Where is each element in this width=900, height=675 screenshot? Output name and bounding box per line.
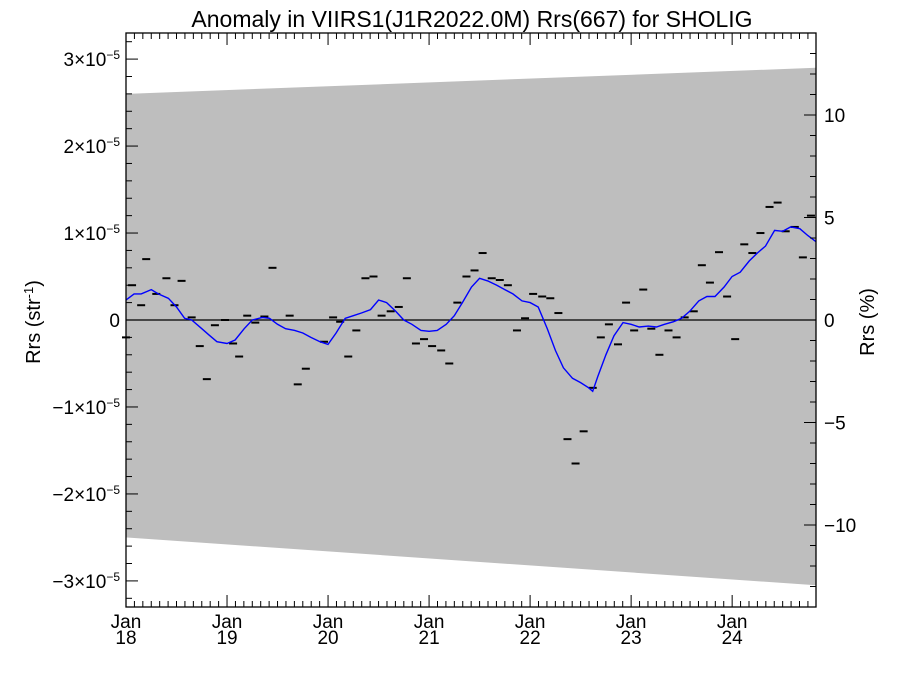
- y-tick-label: −1×10−5: [52, 396, 120, 419]
- series-layer: [122, 201, 817, 465]
- y-tick-label: −3×10−5: [52, 570, 120, 593]
- axes-layer: −3×10−5 −2×10−5 −1×10−5 0 1×10−5 2×10−5 3×10−5…: [52, 32, 856, 649]
- x-tick-month: Jan: [212, 612, 243, 633]
- x-tick-year: 20: [317, 628, 338, 649]
- x-tick-month: Jan: [313, 612, 344, 633]
- smoothed-anomaly-line: [125, 226, 817, 393]
- y-axis-label-main: Rrs (str: [23, 298, 45, 364]
- y2-tick-label: 10: [824, 106, 845, 127]
- y2-axis-label: Rrs (%): [857, 288, 879, 356]
- x-tick-year: 19: [216, 628, 237, 649]
- chart-title: Anomaly in VIIRS1(J1R2022.0M) Rrs(667) f…: [191, 6, 752, 32]
- y-tick-label: −2×10−5: [52, 483, 120, 506]
- x-tick-year: 24: [722, 628, 744, 649]
- x-tick-month: Jan: [414, 612, 445, 633]
- y2-tick-label: −10: [824, 516, 856, 537]
- y-tick-label: 3×10−5: [64, 48, 121, 71]
- y-tick-label: 2×10−5: [64, 135, 121, 158]
- x-tick-year: 23: [621, 628, 642, 649]
- uncertainty-band-layer: [126, 67, 816, 586]
- y-axis-label: Rrs (str-1): [21, 280, 46, 364]
- x-tick-year: 21: [419, 628, 440, 649]
- y-tick-label: 0: [109, 311, 120, 332]
- x-tick-month: Jan: [111, 612, 142, 633]
- y-axis-label-unit-exp: -1: [21, 287, 36, 299]
- y-axis-label-close: ): [23, 280, 45, 287]
- x-tick-month: Jan: [515, 612, 546, 633]
- y-tick-label: 1×10−5: [64, 222, 121, 245]
- y2-tick-label: 0: [824, 311, 835, 332]
- x-tick-month: Jan: [717, 612, 748, 633]
- x-tick-year: 18: [115, 628, 136, 649]
- y2-tick-label: 5: [824, 209, 835, 230]
- y2-tick-label: −5: [824, 414, 846, 435]
- x-tick-year: 22: [520, 628, 541, 649]
- x-tick-month: Jan: [616, 612, 647, 633]
- uncertainty-band: [126, 67, 816, 586]
